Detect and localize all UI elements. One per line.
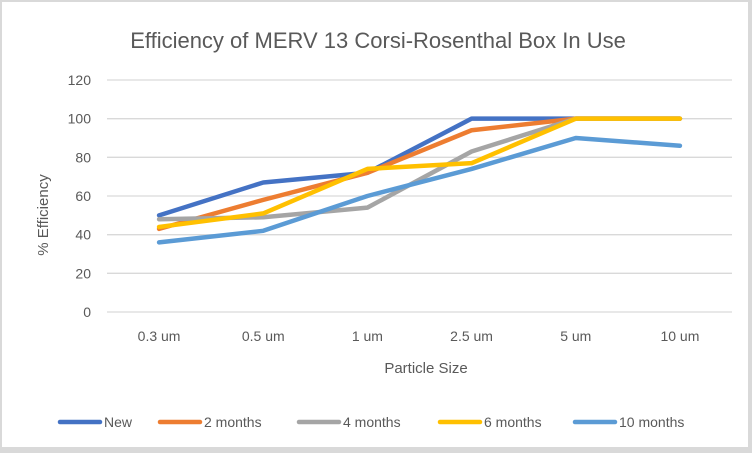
y-tick-label: 80 <box>75 149 91 165</box>
x-tick-label: 0.3 um <box>138 328 181 344</box>
y-axis-title: % Efficiency <box>35 174 52 256</box>
x-tick-label: 2.5 um <box>450 328 493 344</box>
chart-area: Efficiency of MERV 13 Corsi-Rosenthal Bo… <box>2 2 748 447</box>
legend-label: 4 months <box>343 414 401 430</box>
legend-label: 2 months <box>204 414 262 430</box>
series-line-10-months <box>156 135 683 245</box>
y-axis-ticks: 0 20 40 60 80 100 120 <box>68 72 92 320</box>
legend-label: 10 months <box>619 414 684 430</box>
legend-label: New <box>104 414 133 430</box>
y-tick-label: 100 <box>68 111 92 127</box>
legend: New 2 months 4 months 6 months 10 months <box>57 414 684 430</box>
x-axis-ticks: 0.3 um 0.5 um 1 um 2.5 um 5 um 10 um <box>138 328 700 344</box>
chart-title: Efficiency of MERV 13 Corsi-Rosenthal Bo… <box>130 28 626 53</box>
legend-item: 2 months <box>157 414 262 430</box>
legend-item: 10 months <box>572 414 684 430</box>
legend-label: 6 months <box>484 414 542 430</box>
series-line-4-months <box>156 116 683 222</box>
x-tick-label: 5 um <box>560 328 591 344</box>
series-line-2-months <box>156 116 683 232</box>
x-tick-label: 10 um <box>660 328 699 344</box>
x-tick-label: 1 um <box>352 328 383 344</box>
x-axis-title: Particle Size <box>384 360 467 377</box>
y-tick-label: 60 <box>75 188 91 204</box>
series-line-6-months <box>156 116 683 230</box>
y-tick-label: 40 <box>75 227 91 243</box>
legend-item: 6 months <box>437 414 542 430</box>
y-tick-label: 0 <box>83 304 91 320</box>
y-tick-label: 120 <box>68 72 92 88</box>
x-tick-label: 0.5 um <box>242 328 285 344</box>
legend-item: New <box>57 414 133 430</box>
series-lines <box>156 116 683 245</box>
y-tick-label: 20 <box>75 265 91 281</box>
legend-item: 4 months <box>296 414 401 430</box>
gridlines <box>107 79 732 313</box>
